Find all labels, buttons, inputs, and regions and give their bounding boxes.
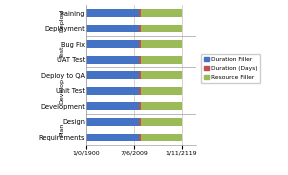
- Bar: [86, 71, 139, 79]
- Bar: [139, 71, 141, 79]
- Bar: [141, 40, 181, 48]
- Text: Develop: Develop: [60, 78, 65, 104]
- Bar: [141, 103, 181, 110]
- Bar: [139, 118, 141, 126]
- Bar: [86, 118, 139, 126]
- Bar: [141, 25, 181, 33]
- Text: Plan: Plan: [60, 123, 65, 136]
- Bar: [86, 9, 139, 17]
- Bar: [139, 87, 141, 95]
- Text: Deploy: Deploy: [60, 10, 65, 32]
- Bar: [139, 56, 141, 64]
- Bar: [86, 87, 139, 95]
- Bar: [141, 118, 181, 126]
- Bar: [141, 87, 181, 95]
- Bar: [141, 71, 181, 79]
- Legend: Duration Filler, Duration (Days), Resource Filler: Duration Filler, Duration (Days), Resour…: [201, 54, 260, 83]
- Bar: [86, 103, 139, 110]
- Bar: [141, 56, 181, 64]
- Bar: [141, 134, 181, 141]
- Bar: [86, 40, 139, 48]
- Bar: [141, 9, 181, 17]
- Bar: [139, 25, 141, 33]
- Bar: [86, 56, 139, 64]
- Bar: [86, 25, 139, 33]
- Bar: [139, 134, 141, 141]
- Bar: [86, 134, 139, 141]
- Bar: [139, 103, 141, 110]
- Bar: [139, 9, 141, 17]
- Bar: [139, 40, 141, 48]
- Text: Test: Test: [60, 46, 65, 58]
